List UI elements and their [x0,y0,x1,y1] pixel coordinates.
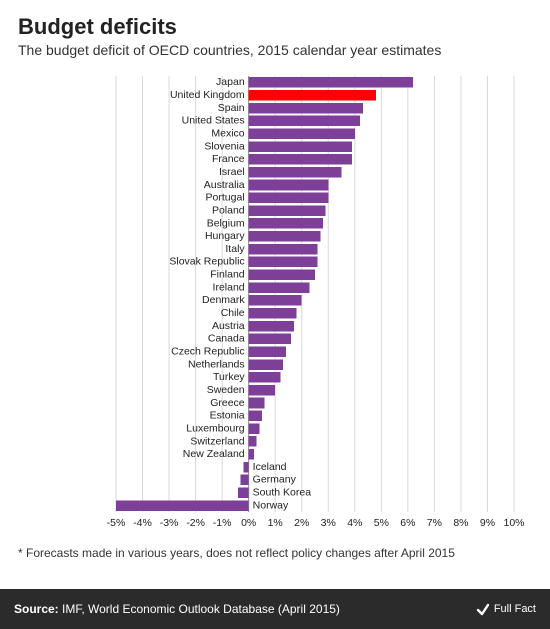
bar-poland [249,205,326,216]
bar-chart: -5% -4% -3% -2% -1% 0% 1% 2% 3% 4% 5% 6% 7% 8% 9% 10% Ja… [18,70,532,540]
bar-netherlands [249,359,283,370]
bar-slovenia [249,141,352,152]
bar-canada [249,334,291,345]
label-poland: Poland [212,204,245,216]
label-germany: Germany [253,474,297,486]
bar-austria [249,321,294,332]
label-israel: Israel [219,166,245,178]
bar-estonia [249,411,262,422]
bar-mexico [249,128,355,139]
label-turkey: Turkey [213,371,245,383]
chart-subtitle: The budget deficit of OECD countries, 20… [18,42,532,58]
label-ireland: Ireland [213,281,245,293]
bar-spain [249,103,363,114]
bar-germany [241,475,249,486]
label-spain: Spain [218,102,245,114]
label-greece: Greece [210,397,245,409]
label-australia: Australia [204,179,245,191]
label-switzerland: Switzerland [190,435,244,447]
label-luxembourg: Luxembourg [186,422,245,434]
bar-ireland [249,282,310,293]
label-chile: Chile [221,307,245,319]
chart-title: Budget deficits [18,14,532,40]
svg-text:-3%: -3% [160,517,179,529]
svg-text:-4%: -4% [133,517,152,529]
label-czech-republic: Czech Republic [171,345,245,357]
bar-finland [249,270,315,281]
bar-south-korea [238,488,249,499]
label-mexico: Mexico [211,127,244,139]
svg-text:-1%: -1% [213,517,232,529]
label-united-kingdom: United Kingdom [170,89,245,101]
bar-sweden [249,385,276,396]
label-france: France [212,153,245,165]
bar-slovak-republic [249,257,318,268]
bar-greece [249,398,265,409]
footnote: * Forecasts made in various years, does … [18,546,532,560]
svg-text:6%: 6% [400,517,415,529]
svg-text:4%: 4% [347,517,362,529]
label-italy: Italy [225,243,245,255]
source-text: IMF, World Economic Outlook Database (Ap… [62,602,340,616]
label-canada: Canada [208,333,245,345]
svg-text:-5%: -5% [107,517,126,529]
label-south-korea: South Korea [253,487,312,499]
svg-text:7%: 7% [427,517,442,529]
bar-france [249,154,352,165]
bar-luxembourg [249,423,260,434]
bar-hungary [249,231,321,242]
fullfact-logo: Full Fact [476,602,536,616]
bar-czech-republic [249,346,286,357]
label-norway: Norway [253,499,289,511]
label-finland: Finland [210,269,245,281]
label-portugal: Portugal [206,192,245,204]
source-footer: Source: IMF, World Economic Outlook Data… [0,589,550,629]
bar-switzerland [249,436,257,447]
svg-text:-2%: -2% [186,517,205,529]
svg-text:2%: 2% [294,517,309,529]
label-sweden: Sweden [207,384,245,396]
svg-text:8%: 8% [453,517,468,529]
label-estonia: Estonia [210,410,245,422]
svg-text:1%: 1% [268,517,283,529]
svg-text:3%: 3% [321,517,336,529]
bar-israel [249,167,342,178]
bar-new-zealand [249,449,254,460]
label-austria: Austria [212,320,245,332]
bar-belgium [249,218,323,229]
label-japan: Japan [216,76,245,88]
label-netherlands: Netherlands [188,358,245,370]
bar-turkey [249,372,281,383]
bar-iceland [243,462,248,473]
svg-text:5%: 5% [374,517,389,529]
svg-text:0%: 0% [241,517,256,529]
label-belgium: Belgium [207,217,245,229]
bar-australia [249,180,329,191]
label-denmark: Denmark [202,294,245,306]
svg-text:9%: 9% [480,517,495,529]
bar-denmark [249,295,302,306]
label-united-states: United States [182,115,245,127]
bar-japan [249,77,414,88]
bar-united-kingdom [249,90,376,101]
bar-portugal [249,193,329,204]
label-slovak-republic: Slovak Republic [169,256,244,268]
bar-united-states [249,116,360,127]
svg-text:10%: 10% [503,517,524,529]
bar-norway [116,500,249,511]
bar-chile [249,308,297,319]
label-hungary: Hungary [205,230,245,242]
bar-italy [249,244,318,255]
label-iceland: Iceland [253,461,287,473]
label-new-zealand: New Zealand [183,448,245,460]
label-slovenia: Slovenia [204,140,244,152]
source-label: Source: [14,602,62,616]
